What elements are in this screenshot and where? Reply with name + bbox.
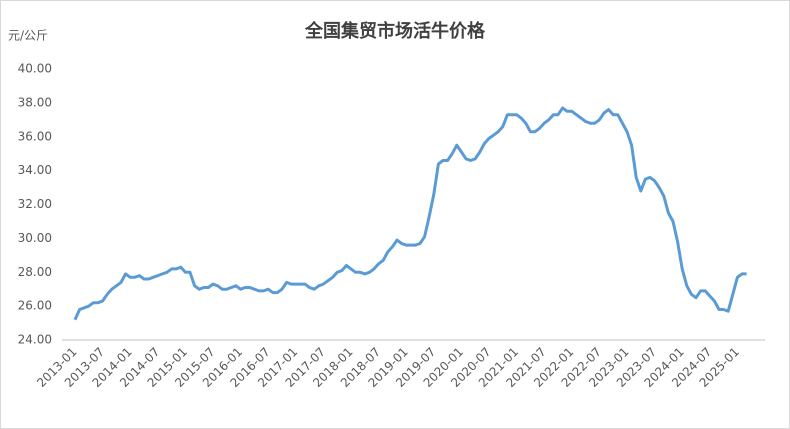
y-tick-label: 30.00 xyxy=(18,231,52,245)
y-tick-label: 26.00 xyxy=(18,299,52,313)
line-series xyxy=(73,106,747,321)
y-tick-label: 40.00 xyxy=(18,62,52,76)
y-tick-label: 24.00 xyxy=(18,333,52,347)
y-tick-label: 32.00 xyxy=(18,197,52,211)
y-tick-label: 28.00 xyxy=(18,265,52,279)
y-axis-label: 元/公斤 xyxy=(8,29,48,43)
chart-title: 全国集贸市场活牛价格 xyxy=(304,20,486,42)
y-tick-label: 36.00 xyxy=(18,129,52,143)
y-tick-label: 34.00 xyxy=(18,163,52,177)
y-tick-label: 38.00 xyxy=(18,95,52,109)
